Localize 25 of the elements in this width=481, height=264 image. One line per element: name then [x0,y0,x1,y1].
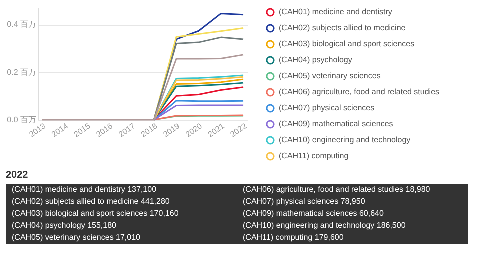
legend-label: (CAH01) medicine and dentistry [279,8,392,16]
text: (CAH04) psychology 155,180 [12,221,118,230]
legend-label: (CAH04) psychology [279,56,352,64]
text: (CAH11) computing 179,600 [243,233,344,242]
text: (CAH09) mathematical sciences 60,640 [243,209,385,218]
text: 2022 [6,170,29,181]
legend-label: (CAH10) engineering and technology [279,136,411,144]
legend-label: (CAH02) subjects allied to medicine [279,24,406,32]
y-tick-label: 0.4 百万 [7,20,36,30]
legend-label: (CAH09) mathematical sciences [279,120,394,128]
legend-label: (CAH11) computing [279,152,349,160]
text: (CAH06) agriculture, food and related studies 18,980 [243,185,431,194]
legend-label: (CAH06) agriculture, food and related studies [279,88,440,96]
y-tick-label: 0.0 百万 [7,116,36,124]
text: (CAH02) subjects allied to medicine 441,280 [12,197,170,206]
text: (CAH05) veterinary sciences 17,010 [12,233,142,242]
text: (CAH01) medicine and dentistry 137,100 [12,185,158,194]
x-tick-label: 2021 [206,121,227,140]
text: (CAH10) engineering and technology 186,500 [243,221,406,230]
text: (CAH07) physical sciences 78,950 [243,197,366,206]
legend-label: (CAH07) physical sciences [279,104,375,112]
text: (CAH03) biological and sport sciences 170,160 [12,209,180,218]
y-tick-label: 0.2 百万 [7,68,36,77]
legend-label: (CAH05) veterinary sciences [279,72,381,80]
legend-label: (CAH03) biological and sport sciences [279,40,415,48]
